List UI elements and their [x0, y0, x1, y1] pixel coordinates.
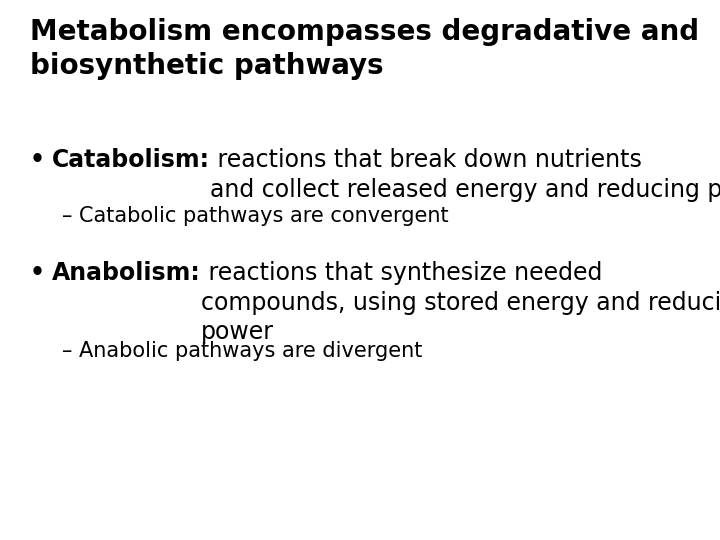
Text: Anabolism:: Anabolism: — [52, 261, 201, 285]
Text: Catabolism:: Catabolism: — [52, 148, 210, 172]
Text: •: • — [30, 148, 45, 172]
Text: Metabolism encompasses degradative and
biosynthetic pathways: Metabolism encompasses degradative and b… — [30, 18, 699, 79]
Text: – Catabolic pathways are convergent: – Catabolic pathways are convergent — [62, 206, 449, 226]
Text: •: • — [30, 261, 45, 285]
Text: reactions that break down nutrients
and collect released energy and reducing pow: reactions that break down nutrients and … — [210, 148, 720, 202]
Text: reactions that synthesize needed
compounds, using stored energy and reducing
pow: reactions that synthesize needed compoun… — [201, 261, 720, 345]
Text: – Anabolic pathways are divergent: – Anabolic pathways are divergent — [62, 341, 423, 361]
